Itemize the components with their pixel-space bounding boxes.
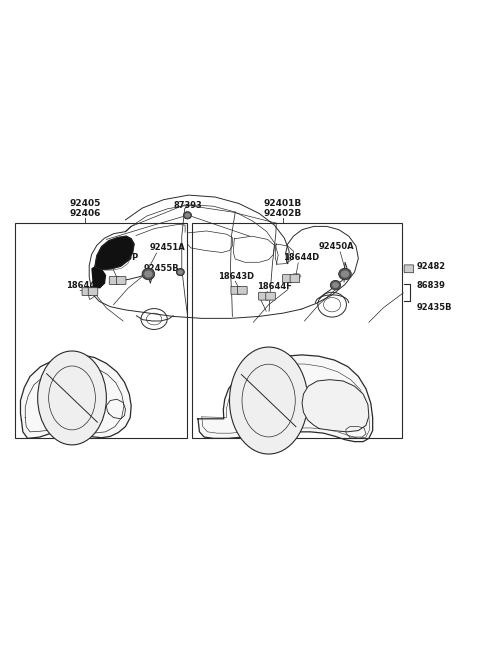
FancyBboxPatch shape: [259, 292, 268, 300]
Text: 92450A: 92450A: [319, 242, 354, 251]
FancyBboxPatch shape: [231, 286, 240, 294]
Text: 18644F: 18644F: [257, 282, 291, 291]
Ellipse shape: [178, 270, 183, 274]
FancyBboxPatch shape: [266, 292, 276, 300]
Text: 92405
92406: 92405 92406: [69, 198, 101, 218]
Text: 18643D: 18643D: [218, 272, 255, 280]
Ellipse shape: [183, 212, 192, 219]
Bar: [15, 223, 187, 438]
Circle shape: [37, 351, 107, 445]
Text: 86839: 86839: [417, 280, 445, 290]
FancyBboxPatch shape: [404, 265, 414, 272]
Text: 92482: 92482: [417, 262, 446, 271]
Polygon shape: [302, 380, 369, 432]
Text: 92451A: 92451A: [149, 244, 185, 252]
Polygon shape: [198, 355, 372, 441]
Polygon shape: [95, 236, 134, 269]
FancyBboxPatch shape: [116, 276, 126, 284]
Ellipse shape: [330, 280, 341, 290]
Ellipse shape: [339, 269, 351, 280]
Ellipse shape: [176, 269, 184, 276]
Ellipse shape: [332, 282, 339, 288]
Ellipse shape: [144, 271, 153, 278]
Text: 18644D: 18644D: [66, 281, 102, 290]
Text: 92455B: 92455B: [144, 265, 180, 273]
Ellipse shape: [142, 269, 155, 280]
Text: 18643P: 18643P: [103, 253, 138, 262]
Ellipse shape: [341, 271, 349, 278]
Text: 87393: 87393: [173, 201, 202, 210]
FancyBboxPatch shape: [82, 288, 92, 295]
Polygon shape: [21, 355, 131, 438]
Text: 92435B: 92435B: [417, 303, 452, 312]
Polygon shape: [92, 267, 106, 288]
FancyBboxPatch shape: [282, 274, 292, 282]
Text: 92401B
92402B: 92401B 92402B: [264, 198, 302, 218]
Bar: [192, 223, 402, 438]
FancyBboxPatch shape: [88, 288, 98, 295]
Circle shape: [229, 347, 308, 454]
Ellipse shape: [185, 213, 190, 217]
Text: 18644D: 18644D: [283, 253, 319, 262]
FancyBboxPatch shape: [290, 274, 300, 282]
FancyBboxPatch shape: [109, 276, 119, 284]
FancyBboxPatch shape: [238, 286, 247, 294]
